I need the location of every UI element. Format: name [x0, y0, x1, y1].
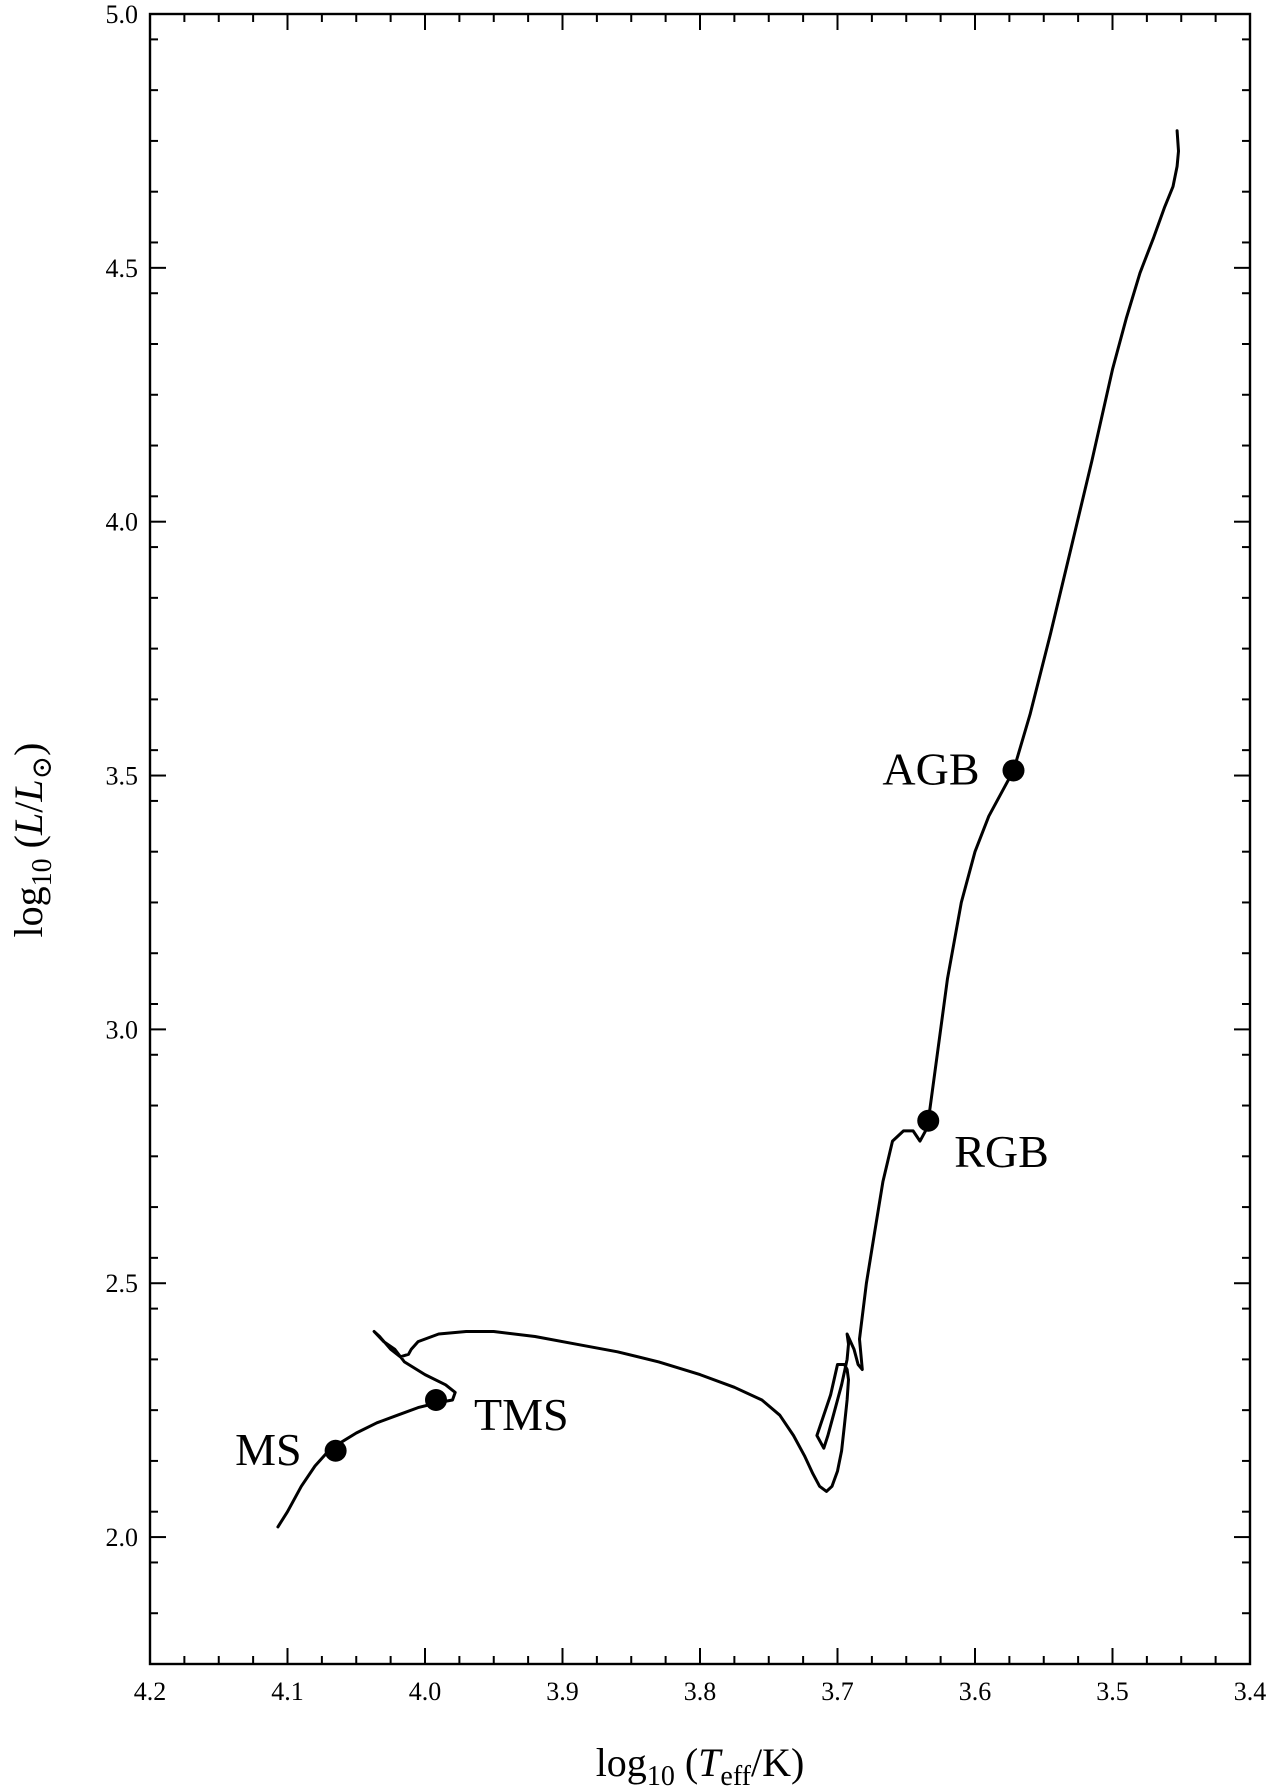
y-axis-title-log: log	[6, 886, 51, 937]
y-axis-title-Lsun: L	[6, 779, 51, 802]
major-ticks	[149, 13, 1251, 1664]
plot-frame	[148, 12, 1252, 1666]
x-tick-label: 4.0	[409, 1677, 442, 1706]
x-axis-title-eff: eff	[720, 1761, 751, 1788]
y-axis-title-sun-sub: ⊙	[27, 756, 58, 779]
x-axis-title-open: (	[675, 1740, 698, 1785]
x-tick-label: 4.1	[271, 1677, 304, 1706]
y-axis-title: log10 (L/L⊙)	[6, 743, 58, 938]
x-tick-label: 3.5	[1096, 1677, 1129, 1706]
minor-ticks	[150, 14, 1250, 1665]
y-axis-title-close: )	[6, 743, 51, 756]
x-axis-title-close: /K)	[751, 1740, 804, 1785]
x-tick-label: 3.6	[959, 1677, 992, 1706]
x-tick-label: 3.8	[684, 1677, 717, 1706]
x-axis-title-T: T	[698, 1740, 723, 1785]
y-axis-title-sub: 10	[27, 858, 58, 886]
x-axis-title-log: log	[596, 1740, 647, 1785]
x-tick-label: 4.2	[134, 1677, 167, 1706]
y-tick-label: 2.5	[106, 1269, 139, 1298]
x-tick-label: 3.7	[821, 1677, 854, 1706]
stage-labels: MS TMS RGB AGB	[235, 743, 1049, 1474]
stage-markers	[324, 759, 1025, 1462]
y-tick-label: 2.0	[106, 1523, 139, 1552]
agb-marker	[1002, 759, 1025, 782]
y-tick-labels: 2.0 2.5 3.0 3.5 4.0 4.5 5.0	[106, 0, 139, 1552]
x-tick-labels: 4.2 4.1 4.0 3.9 3.8 3.7 3.6 3.5 3.4	[134, 1677, 1267, 1706]
evolutionary-track-line	[276, 129, 1180, 1529]
y-tick-label: 3.5	[106, 762, 139, 791]
ms-label: MS	[235, 1424, 301, 1475]
y-tick-label: 3.0	[106, 1015, 139, 1044]
agb-label: AGB	[882, 743, 979, 794]
x-axis-title: log10 (Teff/K)	[596, 1740, 805, 1788]
ms-marker	[324, 1439, 347, 1462]
y-tick-label: 5.0	[106, 0, 139, 29]
y-axis-title-L: L	[6, 813, 51, 836]
rgb-label: RGB	[954, 1126, 1049, 1177]
tms-marker	[425, 1389, 447, 1411]
rgb-marker	[917, 1109, 940, 1132]
tms-label: TMS	[474, 1389, 569, 1440]
x-axis-title-sub: 10	[647, 1761, 675, 1788]
x-tick-label: 3.9	[546, 1677, 579, 1706]
y-tick-label: 4.0	[106, 508, 139, 537]
y-tick-label: 4.5	[106, 254, 139, 283]
x-tick-label: 3.4	[1234, 1677, 1267, 1706]
y-axis-title-slash: /	[6, 801, 51, 813]
y-axis-title-open: (	[6, 835, 51, 858]
